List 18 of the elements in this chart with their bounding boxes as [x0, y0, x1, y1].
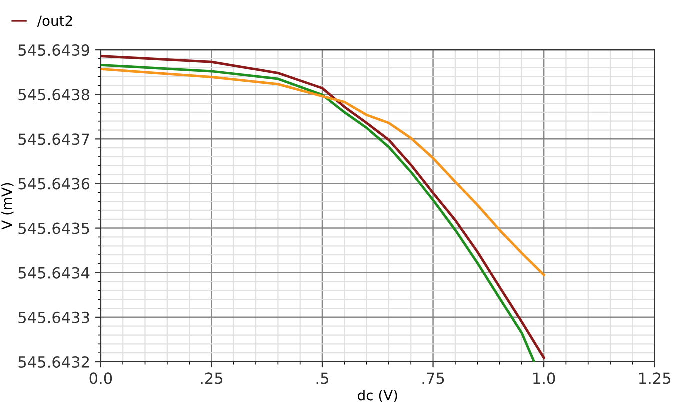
y-axis-title: V (mV) [1, 183, 14, 230]
x-tick-label: .75 [422, 372, 444, 384]
x-tick-label: .25 [201, 372, 223, 384]
y-tick-label: 545.6432 [18, 356, 89, 368]
y-tick-label: 545.6437 [18, 134, 90, 146]
x-tick-label: .5 [316, 372, 328, 384]
x-tick-label: 1.25 [640, 372, 671, 384]
legend-label: /out2 [37, 16, 72, 28]
y-tick-label: 545.6435 [18, 222, 90, 234]
y-tick-label: 545.6436 [18, 178, 90, 190]
x-tick-label: 1.0 [534, 372, 556, 384]
y-tick-label: 545.6433 [18, 312, 90, 324]
y-tick-label: 545.6438 [18, 89, 90, 101]
x-tick-label: 0.0 [90, 372, 112, 384]
line-series [100, 68, 546, 276]
y-tick-label: 545.6439 [18, 44, 90, 56]
y-tick-label: 545.6434 [18, 267, 90, 279]
x-axis-title: dc (V) [358, 390, 398, 402]
